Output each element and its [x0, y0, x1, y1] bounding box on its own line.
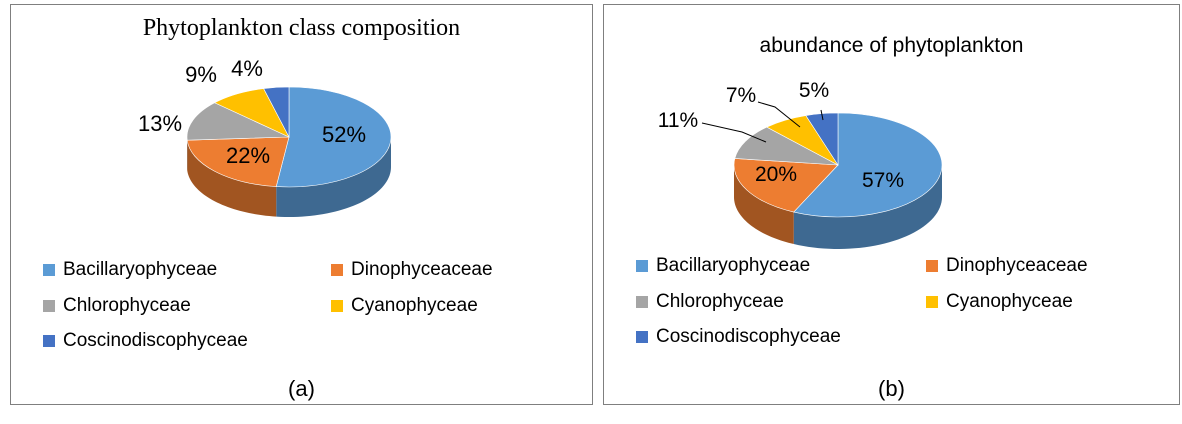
legend-item: Bacillaryophyceae	[43, 259, 217, 281]
legend-label: Chlorophyceae	[656, 291, 784, 312]
legend-label: Bacillaryophyceae	[656, 255, 811, 276]
legend-swatch	[43, 264, 55, 276]
legend-label: Cyanophyceae	[351, 295, 478, 316]
legend-item: Dinophyceaceae	[331, 259, 493, 281]
pie-side-bacillaryophyceae	[276, 137, 391, 217]
leader-line	[820, 109, 824, 121]
pie-slice-coscinodiscophyceae	[263, 86, 290, 138]
legend-swatch	[331, 300, 343, 312]
legend-swatch	[926, 296, 938, 308]
data-label: 7%	[726, 84, 756, 107]
legend-swatch	[636, 260, 648, 272]
data-label: 9%	[185, 62, 217, 87]
legend-item: Cyanophyceae	[926, 291, 1073, 313]
data-label: 57%	[862, 169, 904, 192]
pie-chart: 57% 20% 11% 7% 5%	[658, 79, 943, 249]
legend-swatch	[43, 335, 55, 347]
pie-slice-dinophyceaceae	[186, 136, 290, 187]
panel-label: (a)	[288, 376, 315, 401]
data-label: 13%	[138, 111, 182, 136]
legend-label: Dinophyceaceae	[351, 259, 493, 280]
legend-label: Chlorophyceae	[63, 295, 191, 316]
legend-label: Coscinodiscophyceae	[63, 330, 248, 351]
legend-swatch	[331, 264, 343, 276]
pie-slice-chlorophyceae	[186, 102, 290, 141]
data-label: 11%	[658, 109, 698, 132]
legend-swatch	[43, 300, 55, 312]
chart-panel-b: abundance of phytoplankton 57% 20% 11% 7% 5%…	[603, 4, 1180, 405]
leader-line	[757, 101, 801, 128]
legend-item: Coscinodiscophyceae	[43, 330, 248, 352]
legend-item: Chlorophyceae	[43, 295, 191, 317]
data-label: 20%	[755, 163, 797, 186]
data-label: 4%	[231, 56, 263, 81]
chart-title: abundance of phytoplankton	[759, 34, 1024, 57]
legend-label: Bacillaryophyceae	[63, 259, 218, 280]
data-label: 52%	[322, 122, 366, 147]
pie-slice-bacillaryophyceae	[793, 112, 943, 218]
legend-swatch	[926, 260, 938, 272]
pie-side-dinophyceaceae	[734, 165, 794, 245]
legend-label: Dinophyceaceae	[946, 255, 1088, 276]
legend-item: Cyanophyceae	[331, 295, 478, 317]
legend-item: Dinophyceaceae	[926, 255, 1088, 277]
legend-label: Coscinodiscophyceae	[656, 326, 841, 347]
pie-slice-dinophyceaceae	[733, 158, 839, 213]
legend-label: Cyanophyceae	[946, 291, 1073, 312]
leader-line	[701, 122, 767, 143]
pie-slice-chlorophyceae	[734, 126, 839, 166]
data-label: 5%	[799, 79, 829, 102]
legend-swatch	[636, 331, 648, 343]
legend-item: Coscinodiscophyceae	[636, 326, 841, 348]
pie-side-bacillaryophyceae	[793, 165, 942, 249]
chart-title: Phytoplankton class composition	[142, 15, 461, 41]
pie-slice-bacillaryophyceae	[275, 86, 392, 188]
pie-chart: 52% 22% 13%9% 4%	[138, 56, 392, 217]
legend-swatch	[636, 296, 648, 308]
panel-label: (b)	[878, 376, 905, 401]
data-label: 22%	[226, 143, 270, 168]
chart-panel-a: Phytoplankton class composition 52% 22% 13…	[10, 4, 593, 405]
legend-item: Bacillaryophyceae	[636, 255, 810, 277]
legend-item: Chlorophyceae	[636, 291, 784, 313]
